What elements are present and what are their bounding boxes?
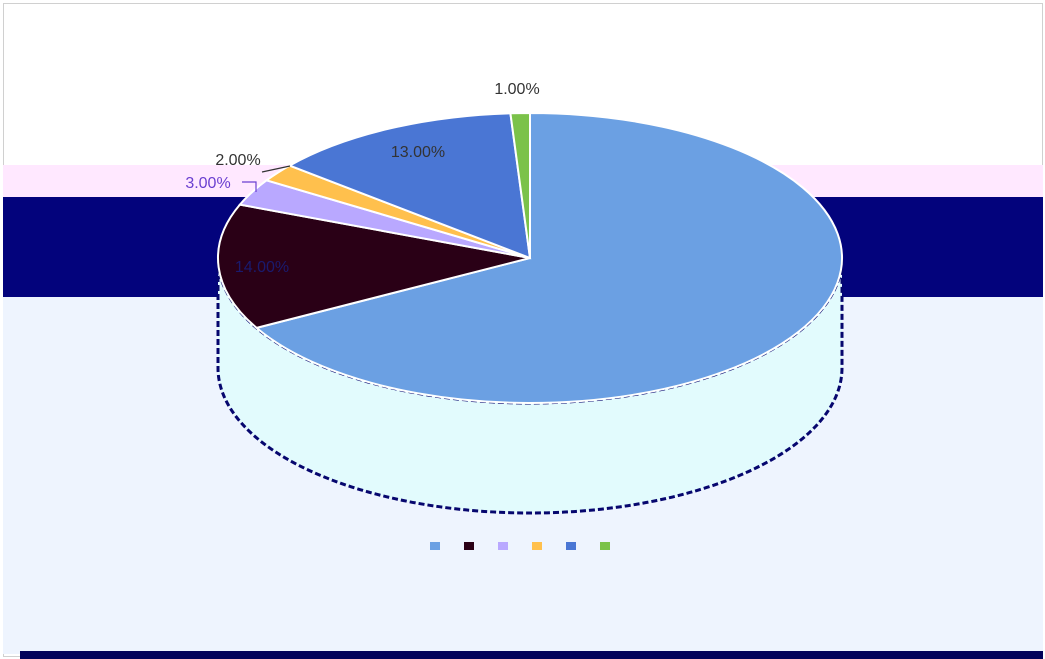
pie-slices xyxy=(217,111,843,404)
data-label-leader-4 xyxy=(261,165,291,173)
render-glitch-bottom-bar xyxy=(20,651,1043,659)
legend-swatch-5 xyxy=(565,542,576,550)
legend-swatch-1 xyxy=(429,542,440,550)
data-label-4: 2.00% xyxy=(215,152,260,169)
legend-item-5 xyxy=(565,542,582,550)
data-label-leader-3 xyxy=(242,181,257,192)
data-label-2: 14.00% xyxy=(235,259,289,276)
legend-swatch-3 xyxy=(497,542,508,550)
chart-legend xyxy=(0,542,1045,550)
legend-item-4 xyxy=(531,542,548,550)
pie-data-labels: 14.00% 3.00% 2.00% 13.00% 1.00% xyxy=(185,81,539,276)
pie-slice-2 xyxy=(217,203,531,329)
pie-slice-1 xyxy=(254,111,843,404)
legend-item-6 xyxy=(599,542,616,550)
legend-item-3 xyxy=(497,542,514,550)
legend-swatch-4 xyxy=(531,542,542,550)
legend-item-2 xyxy=(463,542,480,550)
legend-swatch-2 xyxy=(463,542,474,550)
legend-swatch-6 xyxy=(599,542,610,550)
pie-slice-6 xyxy=(509,111,531,259)
pie-slice-5 xyxy=(287,112,532,260)
data-label-5: 13.00% xyxy=(391,144,445,161)
data-label-6: 1.00% xyxy=(494,81,539,98)
data-label-3: 3.00% xyxy=(185,175,230,192)
legend-item-1 xyxy=(429,542,446,550)
